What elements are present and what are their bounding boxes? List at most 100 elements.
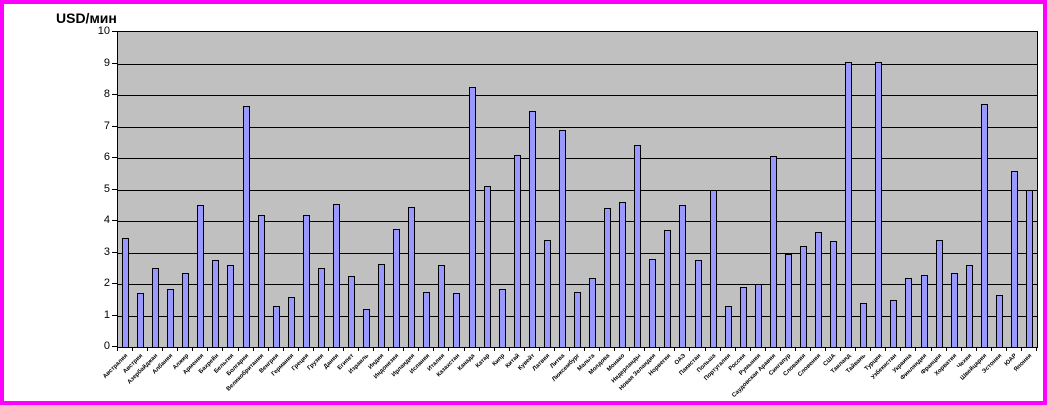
- bar-Греция: [302, 214, 310, 347]
- bar-Финляндия: [920, 274, 928, 347]
- y-tick-label: 2: [103, 277, 110, 289]
- x-tick-mark: [870, 347, 872, 351]
- x-tick-mark: [855, 347, 857, 351]
- x-tick-mark: [252, 347, 254, 351]
- bar-Латвия: [543, 239, 551, 347]
- x-tick-mark: [267, 347, 269, 351]
- bar-Израиль: [363, 309, 371, 347]
- plot-area: [117, 31, 1038, 348]
- x-tick-mark: [463, 347, 465, 351]
- y-tick-mark: [112, 62, 117, 64]
- y-axis-title: USD/мин: [56, 10, 117, 26]
- x-tick-mark: [1036, 347, 1037, 351]
- x-category-label: Катар: [474, 353, 492, 370]
- x-tick-mark: [358, 347, 360, 351]
- gridline: [118, 221, 1037, 222]
- y-tick-label: 4: [103, 214, 110, 226]
- y-tick-mark: [112, 125, 117, 127]
- y-tick-mark: [112, 283, 117, 284]
- y-tick-label: 1: [103, 308, 110, 321]
- bar-Швейцария: [980, 104, 988, 347]
- x-tick-mark: [523, 347, 525, 351]
- bar-Польша: [709, 189, 717, 347]
- y-tick-mark: [112, 31, 117, 32]
- x-tick-mark: [749, 347, 751, 351]
- bar-Узбекистан: [890, 299, 898, 347]
- x-tick-mark: [900, 347, 902, 351]
- x-tick-mark: [990, 347, 992, 351]
- bar-Индонезия: [393, 228, 401, 347]
- x-tick-mark: [132, 347, 134, 351]
- y-tick-mark: [112, 188, 117, 190]
- y-tick-label: 6: [103, 151, 110, 163]
- y-tick-mark: [112, 251, 117, 253]
- x-tick-mark: [403, 347, 405, 351]
- bar-Китай: [513, 154, 521, 347]
- bar-Грузия: [317, 268, 325, 347]
- x-tick-mark: [1020, 347, 1022, 351]
- x-tick-mark: [704, 347, 706, 351]
- x-tick-mark: [478, 347, 480, 351]
- bar-Мальта: [589, 277, 597, 347]
- x-tick-mark: [493, 347, 495, 351]
- bar-Таиланд: [845, 61, 853, 347]
- bar-Литва: [558, 129, 566, 347]
- x-tick-mark: [207, 347, 209, 351]
- y-tick-label: 7: [103, 119, 110, 132]
- x-tick-mark: [568, 347, 570, 351]
- x-tick-mark: [448, 347, 450, 351]
- x-tick-mark: [237, 347, 239, 351]
- x-tick-mark: [282, 347, 284, 351]
- y-tick-label: 5: [103, 182, 110, 195]
- gridline: [118, 284, 1037, 285]
- x-tick-mark: [825, 347, 827, 351]
- x-tick-mark: [614, 347, 616, 351]
- x-tick-mark: [945, 347, 947, 351]
- x-tick-mark: [674, 347, 676, 351]
- bar-Франция: [935, 239, 943, 347]
- x-tick-mark: [312, 347, 314, 351]
- y-tick-label: 3: [103, 245, 110, 258]
- bar-Армения: [197, 205, 205, 347]
- x-tick-mark: [508, 347, 510, 351]
- bar-Албания: [167, 288, 175, 347]
- y-tick-label: 9: [103, 56, 110, 69]
- bar-Алжир: [182, 272, 190, 347]
- x-tick-mark: [418, 347, 420, 351]
- x-tick-mark: [930, 347, 932, 351]
- x-tick-mark: [584, 347, 586, 351]
- bar-Ирландия: [408, 206, 416, 347]
- y-tick-label: 8: [103, 88, 110, 100]
- bar-Словакия: [799, 246, 807, 347]
- bar-Азербайджан: [152, 268, 160, 347]
- bar-Хорватия: [950, 272, 958, 347]
- x-tick-mark: [810, 347, 812, 351]
- bar-Египет: [348, 276, 356, 347]
- y-tick-mark: [112, 94, 117, 95]
- bar-Украина: [905, 277, 913, 347]
- x-tick-mark: [734, 347, 736, 351]
- bar-Дания: [332, 203, 340, 347]
- x-tick-mark: [1005, 347, 1007, 351]
- bar-Испания: [423, 291, 431, 347]
- y-tick-label: 0: [103, 340, 110, 352]
- bar-Тайвань: [860, 302, 868, 347]
- x-tick-mark: [960, 347, 962, 351]
- bar-Италия: [438, 265, 446, 347]
- gridline: [118, 95, 1037, 96]
- bar-Бахрейн: [212, 260, 220, 347]
- bar-Нидерланды: [634, 145, 642, 347]
- x-tick-mark: [719, 347, 721, 351]
- bar-Норвегия: [664, 230, 672, 347]
- bar-Турция: [875, 61, 883, 347]
- x-tick-mark: [117, 347, 118, 351]
- x-tick-mark: [629, 347, 631, 351]
- bar-США: [830, 241, 838, 347]
- bar-Румыния: [754, 284, 762, 347]
- bar-Кувейт: [528, 110, 536, 347]
- x-tick-mark: [433, 347, 435, 351]
- bar-ОАЭ: [679, 205, 687, 347]
- bar-Австрия: [137, 293, 145, 347]
- gridline: [118, 189, 1037, 191]
